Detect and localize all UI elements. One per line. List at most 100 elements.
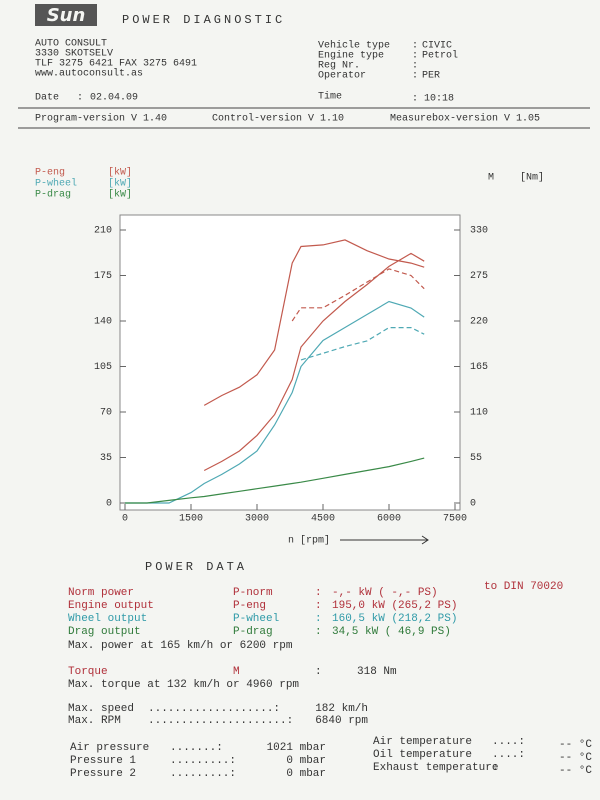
separator: : bbox=[412, 51, 418, 62]
y2-label: M bbox=[488, 173, 494, 184]
y2-tick-label: 110 bbox=[470, 408, 488, 419]
y2-tick-label: 0 bbox=[470, 499, 476, 510]
row-label: Exhaust temperature bbox=[373, 762, 498, 774]
row-label: Max. speed bbox=[68, 703, 134, 715]
y-tick-label: 35 bbox=[100, 453, 112, 464]
separator: : bbox=[412, 71, 418, 82]
vehicle-value: Petrol bbox=[422, 50, 458, 62]
row-value: -- °C bbox=[559, 765, 592, 777]
date-value: 02.04.09 bbox=[90, 93, 138, 104]
x-tick-label: 1500 bbox=[179, 514, 203, 525]
row-value: 6840 rpm bbox=[315, 715, 368, 727]
legend-unit: [kW] bbox=[108, 189, 132, 201]
legend-name: P-eng bbox=[35, 168, 65, 179]
x-axis-label: n [rpm] bbox=[288, 535, 330, 547]
row-value: 34,5 kW ( 46,9 PS) bbox=[332, 626, 451, 638]
separator: : bbox=[77, 93, 83, 104]
max-torque: Max. torque at 132 km/h or 4960 rpm bbox=[68, 679, 299, 691]
y2-tick-label: 165 bbox=[470, 362, 488, 373]
y-tick-label: 70 bbox=[100, 408, 112, 419]
leader: ....: bbox=[492, 749, 525, 761]
leader: .........: bbox=[170, 768, 236, 780]
leader: ....: bbox=[492, 736, 525, 748]
row-value: 182 km/h bbox=[315, 703, 368, 715]
row-value: -,- kW ( -,- PS) bbox=[332, 587, 438, 599]
row-value: -- °C bbox=[559, 739, 592, 751]
y-tick-label: 210 bbox=[94, 226, 112, 237]
logo-box bbox=[35, 4, 97, 26]
arrow-head bbox=[421, 535, 429, 545]
company-line: www.autoconsult.as bbox=[35, 68, 143, 80]
separator: : bbox=[315, 613, 322, 625]
y-tick-label: 175 bbox=[94, 271, 112, 282]
date-label: Date bbox=[35, 93, 59, 104]
separator: : bbox=[412, 41, 418, 52]
row-symbol: P-drag bbox=[233, 626, 273, 638]
row-label: Max. RPM bbox=[68, 715, 121, 727]
row-value: -- °C bbox=[559, 752, 592, 764]
series-line bbox=[203, 239, 425, 406]
legend-name: P-drag bbox=[35, 189, 71, 201]
company-line: AUTO CONSULT bbox=[35, 39, 107, 50]
leader: .......: bbox=[170, 742, 223, 754]
y2-unit: [Nm] bbox=[520, 172, 544, 184]
row-value: 160,5 kW (218,2 PS) bbox=[332, 613, 457, 625]
row-label: Norm power bbox=[68, 587, 134, 599]
vehicle-label: Vehicle type bbox=[318, 40, 390, 52]
x-tick-label: 0 bbox=[122, 514, 128, 525]
separator: : bbox=[412, 61, 418, 72]
separator: : bbox=[315, 600, 322, 612]
row-symbol: P-eng bbox=[233, 600, 266, 612]
x-tick-label: 7500 bbox=[443, 514, 467, 525]
vehicle-label: Reg Nr. bbox=[318, 61, 360, 72]
row-label: Air pressure bbox=[70, 742, 149, 754]
version: Program-version V 1.40 bbox=[35, 113, 167, 125]
row-symbol: P-wheel bbox=[233, 613, 279, 625]
legend-unit: [kW] bbox=[108, 167, 132, 179]
y2-tick-label: 275 bbox=[470, 271, 488, 282]
series-line bbox=[125, 457, 425, 504]
series-line bbox=[291, 268, 425, 322]
series-line bbox=[125, 300, 425, 504]
time-value: 10:18 bbox=[424, 94, 454, 105]
x-tick-label: 6000 bbox=[377, 514, 401, 525]
row-label: Wheel output bbox=[68, 613, 147, 625]
y-tick-label: 140 bbox=[94, 317, 112, 328]
leader: .....................: bbox=[148, 715, 293, 727]
row-label: Engine output bbox=[68, 600, 154, 612]
section-title: POWER DATA bbox=[145, 560, 247, 574]
row-value: 0 mbar bbox=[286, 768, 326, 780]
separator: : bbox=[315, 587, 322, 599]
row-symbol: P-norm bbox=[233, 587, 273, 599]
y2-tick-label: 220 bbox=[470, 317, 488, 328]
row-symbol: M bbox=[233, 666, 240, 678]
y-tick-label: 105 bbox=[94, 362, 112, 373]
leader: : bbox=[492, 762, 499, 774]
leader: ...................: bbox=[148, 703, 280, 715]
leader: .........: bbox=[170, 755, 236, 767]
max-power: Max. power at 165 km/h or 6200 rpm bbox=[68, 640, 293, 652]
version: Control-version V 1.10 bbox=[212, 113, 344, 125]
version: Measurebox-version V 1.05 bbox=[390, 113, 540, 125]
vehicle-value: PER bbox=[422, 71, 440, 82]
legend-name: P-wheel bbox=[35, 178, 77, 190]
y-tick-label: 0 bbox=[106, 499, 112, 510]
y2-tick-label: 330 bbox=[470, 226, 488, 237]
row-label: Drag output bbox=[68, 626, 141, 638]
plot-frame bbox=[119, 214, 461, 511]
row-label: Torque bbox=[68, 666, 108, 678]
separator: : bbox=[412, 94, 418, 105]
series-line bbox=[300, 327, 425, 361]
row-value: 1021 mbar bbox=[267, 742, 326, 754]
separator: : bbox=[315, 666, 322, 678]
row-value: 195,0 kW (265,2 PS) bbox=[332, 600, 457, 612]
row-label: Oil temperature bbox=[373, 749, 472, 761]
row-label: Air temperature bbox=[373, 736, 472, 748]
vehicle-value: CIVIC bbox=[422, 41, 452, 52]
separator: : bbox=[315, 626, 322, 638]
x-tick-label: 4500 bbox=[311, 514, 335, 525]
series-line bbox=[203, 252, 425, 472]
company-line: 3330 SKOTSELV bbox=[35, 49, 113, 60]
row-note: to DIN 70020 bbox=[484, 581, 563, 593]
row-label: Pressure 2 bbox=[70, 768, 136, 780]
